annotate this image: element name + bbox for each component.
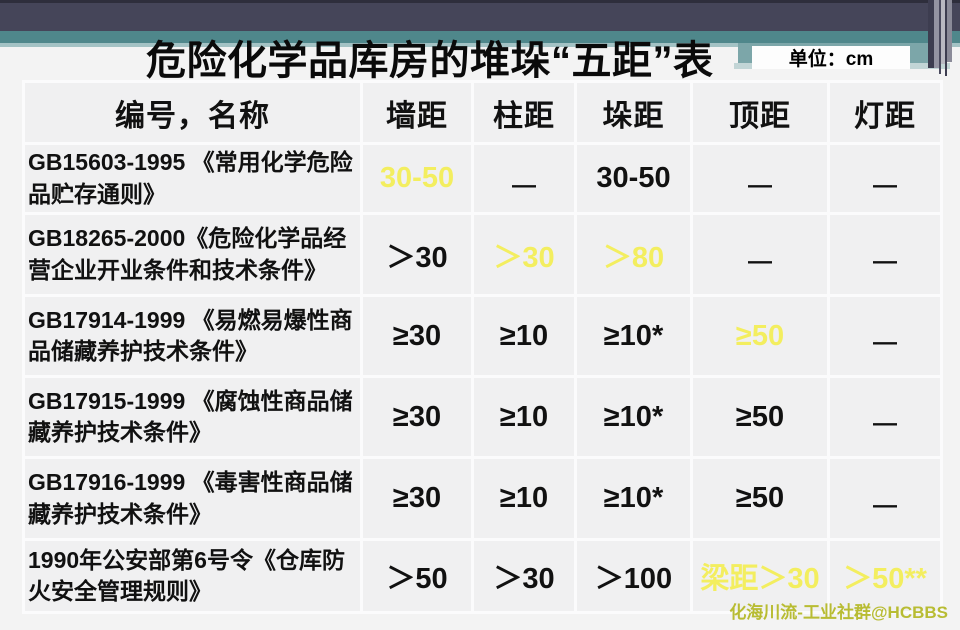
corner-stripe: [939, 0, 941, 74]
table-cell: —: [830, 297, 940, 375]
table-cell: 梁距＞30: [693, 541, 827, 611]
table-cell: ≥30: [363, 297, 471, 375]
header-band-dark: [0, 3, 960, 31]
table-cell: —: [693, 215, 827, 294]
table-cell: ≥10: [474, 297, 574, 375]
table-cell: ＞80: [577, 215, 690, 294]
header-band-teal: [0, 31, 960, 43]
column-header: 编号，名称: [25, 83, 360, 142]
table-cell: —: [830, 459, 940, 538]
column-header: 柱距: [474, 83, 574, 142]
corner-stripe: [945, 0, 947, 76]
unit-label: 单位：cm: [788, 49, 874, 70]
column-header: 垛距: [577, 83, 690, 142]
column-header: 墙距: [363, 83, 471, 142]
table-cell: 30-50: [363, 145, 471, 212]
row-label: GB18265-2000《危险化学品经 营企业开业条件和技术条件》: [25, 215, 360, 294]
table-cell: —: [474, 145, 574, 212]
table-cell: ＞30: [474, 215, 574, 294]
column-header: 灯距: [830, 83, 940, 142]
table-cell: ≥30: [363, 378, 471, 456]
table-cell: ＞50: [363, 541, 471, 611]
table-cell: —: [830, 145, 940, 212]
corner-stripe: [934, 0, 939, 68]
table-cell: ≥50: [693, 297, 827, 375]
header-band-teal-light: [0, 43, 960, 47]
table-cell: ≥10: [474, 378, 574, 456]
table-cell: 30-50: [577, 145, 690, 212]
slide-title: 危险化学品库房的堆垛“五距”表: [146, 39, 714, 83]
table-cell: ≥50: [693, 378, 827, 456]
table-cell: ≥30: [363, 459, 471, 538]
table-cell: ≥10: [474, 459, 574, 538]
table-cell: ＞30: [474, 541, 574, 611]
table-cell: ＞50**: [830, 541, 940, 611]
table-cell: ≥10*: [577, 297, 690, 375]
column-header: 顶距: [693, 83, 827, 142]
corner-stripe: [947, 0, 952, 62]
table-cell: ＞100: [577, 541, 690, 611]
corner-stripe: [928, 0, 934, 68]
row-label: 1990年公安部第6号令《仓库防 火安全管理规则》: [25, 541, 360, 611]
watermark: 化海川流-工业社群@HCBBS: [729, 603, 948, 622]
table-cell: ≥10*: [577, 378, 690, 456]
corner-stripe: [941, 0, 945, 64]
row-label: GB15603-1995 《常用化学危险 品贮存通则》: [25, 145, 360, 212]
row-label: GB17915-1999 《腐蚀性商品储 藏养护技术条件》: [25, 378, 360, 456]
row-label: GB17916-1999 《毒害性商品储 藏养护技术条件》: [25, 459, 360, 538]
table-cell: —: [693, 145, 827, 212]
table-cell: —: [830, 215, 940, 294]
table-cell: ≥10*: [577, 459, 690, 538]
table-cell: ≥50: [693, 459, 827, 538]
unit-label-box: 单位：cm: [752, 46, 910, 70]
table-cell: —: [830, 378, 940, 456]
table-cell: ＞30: [363, 215, 471, 294]
row-label: GB17914-1999 《易燃易爆性商 品储藏养护技术条件》: [25, 297, 360, 375]
header-hairline: [0, 0, 960, 3]
five-distance-table: 编号，名称 墙距 柱距 垛距 顶距 灯距 GB15603-1995 《常用化学危险 品贮存通…: [22, 80, 943, 614]
